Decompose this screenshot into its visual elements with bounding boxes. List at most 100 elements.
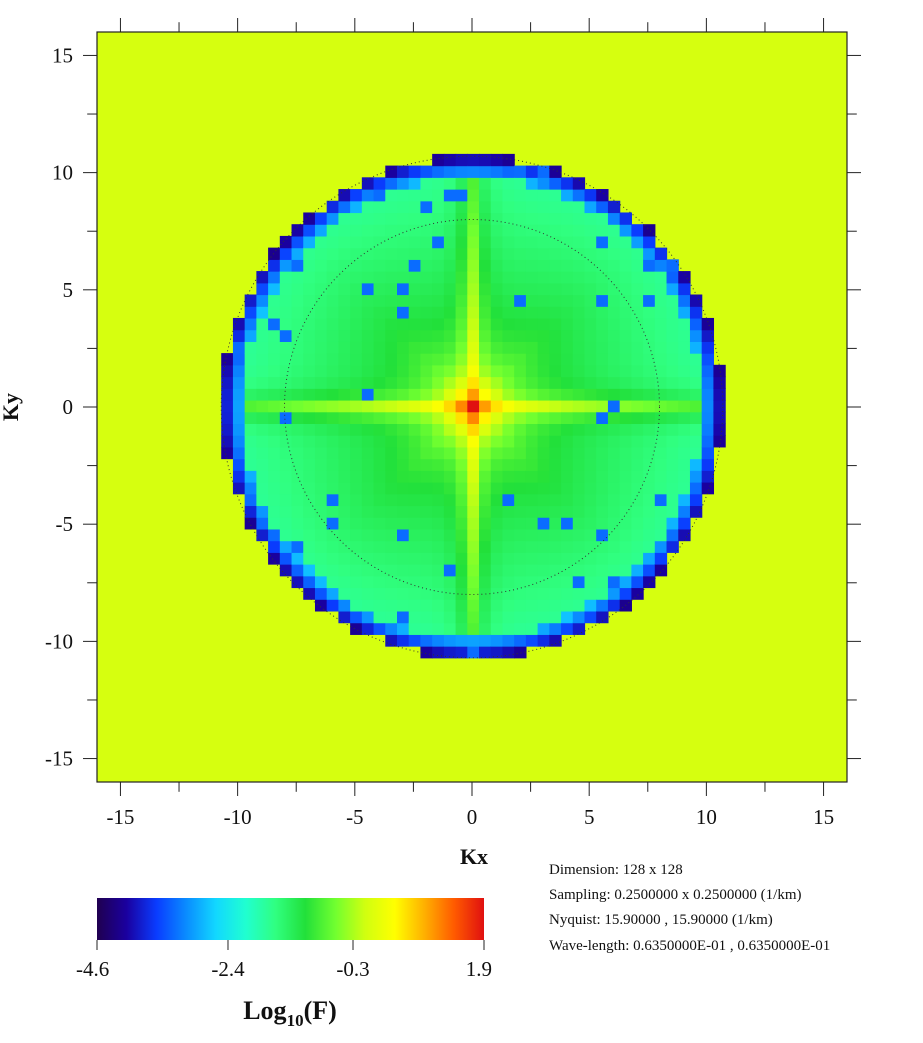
heatmap-cell bbox=[432, 482, 445, 495]
heatmap-cell bbox=[713, 435, 726, 448]
heatmap-cell bbox=[502, 165, 515, 178]
heatmap-cell bbox=[490, 599, 504, 612]
heatmap-cell bbox=[654, 446, 668, 460]
heatmap-cell bbox=[631, 224, 644, 237]
heatmap-cell bbox=[561, 505, 574, 518]
heatmap-cell bbox=[420, 634, 433, 647]
heatmap-cell bbox=[561, 329, 574, 342]
heatmap-cell bbox=[654, 564, 668, 577]
heatmap-cell bbox=[502, 259, 515, 272]
heatmap-cell bbox=[350, 353, 363, 366]
heatmap-cell bbox=[326, 247, 340, 260]
heatmap-cell bbox=[525, 177, 539, 190]
heatmap-cell bbox=[619, 482, 632, 495]
heatmap-cell bbox=[373, 517, 386, 530]
heatmap-cell bbox=[502, 493, 515, 507]
heatmap-cell bbox=[525, 552, 539, 565]
heatmap-cell bbox=[443, 388, 457, 401]
heatmap-cell bbox=[361, 399, 375, 413]
heatmap-cell bbox=[326, 200, 340, 214]
heatmap-cell bbox=[256, 411, 269, 425]
heatmap-cell bbox=[502, 212, 515, 225]
heatmap-cell bbox=[338, 458, 351, 471]
heatmap-cell bbox=[467, 411, 480, 425]
heatmap-cell bbox=[361, 482, 375, 495]
heatmap-cell bbox=[537, 610, 550, 624]
heatmap-cell bbox=[408, 493, 422, 507]
heatmap-cell bbox=[631, 493, 644, 507]
heatmap-cell bbox=[619, 212, 632, 225]
heatmap-cell bbox=[385, 575, 398, 589]
heatmap-cell bbox=[537, 329, 550, 342]
heatmap-cell bbox=[256, 388, 269, 401]
heatmap-cell bbox=[525, 259, 539, 272]
heatmap-cell bbox=[502, 294, 515, 307]
heatmap-cell bbox=[408, 575, 422, 589]
heatmap-cell bbox=[525, 282, 539, 296]
heatmap-cell bbox=[268, 458, 281, 471]
heatmap-cell bbox=[479, 376, 492, 389]
heatmap-cell bbox=[643, 306, 656, 319]
heatmap-cell bbox=[338, 399, 351, 413]
heatmap-cell bbox=[361, 505, 375, 518]
info-nyquist: Nyquist: 15.90000 , 15.90000 (1/km) bbox=[549, 912, 773, 928]
heatmap-cell bbox=[455, 165, 468, 178]
heatmap-cell bbox=[303, 364, 316, 378]
heatmap-cell bbox=[350, 189, 363, 202]
info-wavelength: Wave-length: 0.6350000E-01 , 0.6350000E-… bbox=[549, 938, 830, 954]
heatmap-cell bbox=[385, 271, 398, 284]
heatmap-cell bbox=[397, 458, 410, 471]
heatmap-cell bbox=[631, 528, 644, 542]
heatmap-cell bbox=[291, 341, 304, 354]
heatmap-cell bbox=[561, 282, 574, 296]
heatmap-cell bbox=[549, 329, 562, 342]
heatmap-cell bbox=[537, 411, 550, 425]
heatmap-cell bbox=[572, 411, 586, 425]
heatmap-cell bbox=[654, 306, 668, 319]
heatmap-cell bbox=[525, 329, 539, 342]
heatmap-cell bbox=[607, 364, 621, 378]
heatmap-cell bbox=[326, 329, 340, 342]
heatmap-cell bbox=[490, 271, 504, 284]
heatmap-cell bbox=[666, 294, 679, 307]
heatmap-cell bbox=[350, 540, 363, 553]
heatmap-cell bbox=[244, 423, 257, 436]
heatmap-cell bbox=[291, 294, 304, 307]
heatmap-cell bbox=[654, 411, 668, 425]
heatmap-cell bbox=[303, 540, 316, 553]
heatmap-cell bbox=[432, 634, 445, 647]
heatmap-cell bbox=[420, 599, 433, 612]
heatmap-cell bbox=[584, 259, 597, 272]
heatmap-cell bbox=[537, 540, 550, 553]
heatmap-cell bbox=[420, 259, 433, 272]
heatmap-cell bbox=[432, 294, 445, 307]
heatmap-cell bbox=[689, 446, 703, 460]
heatmap-cell bbox=[678, 446, 691, 460]
heatmap-cell bbox=[443, 212, 457, 225]
heatmap-cell bbox=[467, 224, 480, 237]
y-tick-label: 10 bbox=[52, 161, 73, 185]
heatmap-cell bbox=[643, 329, 656, 342]
heatmap-cell bbox=[408, 528, 422, 542]
heatmap-cell bbox=[561, 423, 574, 436]
heatmap-cell bbox=[455, 493, 468, 507]
heatmap-cell bbox=[232, 399, 246, 413]
heatmap-cell bbox=[244, 411, 257, 425]
heatmap-cell bbox=[619, 329, 632, 342]
heatmap-cell bbox=[537, 282, 550, 296]
heatmap-cell bbox=[549, 306, 562, 319]
heatmap-cell bbox=[385, 564, 398, 577]
heatmap-cell bbox=[455, 212, 468, 225]
heatmap-cell bbox=[268, 341, 281, 354]
heatmap-cell bbox=[713, 411, 726, 425]
heatmap-cell bbox=[420, 470, 433, 483]
heatmap-cell bbox=[420, 364, 433, 378]
heatmap-cell bbox=[643, 540, 656, 553]
heatmap-cell bbox=[314, 388, 328, 401]
heatmap-cell bbox=[244, 341, 257, 354]
heatmap-cell bbox=[326, 235, 340, 249]
heatmap-cell bbox=[432, 505, 445, 518]
colorbar-title: Log10(F) bbox=[243, 996, 337, 1030]
heatmap-cell bbox=[221, 376, 234, 389]
heatmap-cell bbox=[572, 575, 586, 589]
